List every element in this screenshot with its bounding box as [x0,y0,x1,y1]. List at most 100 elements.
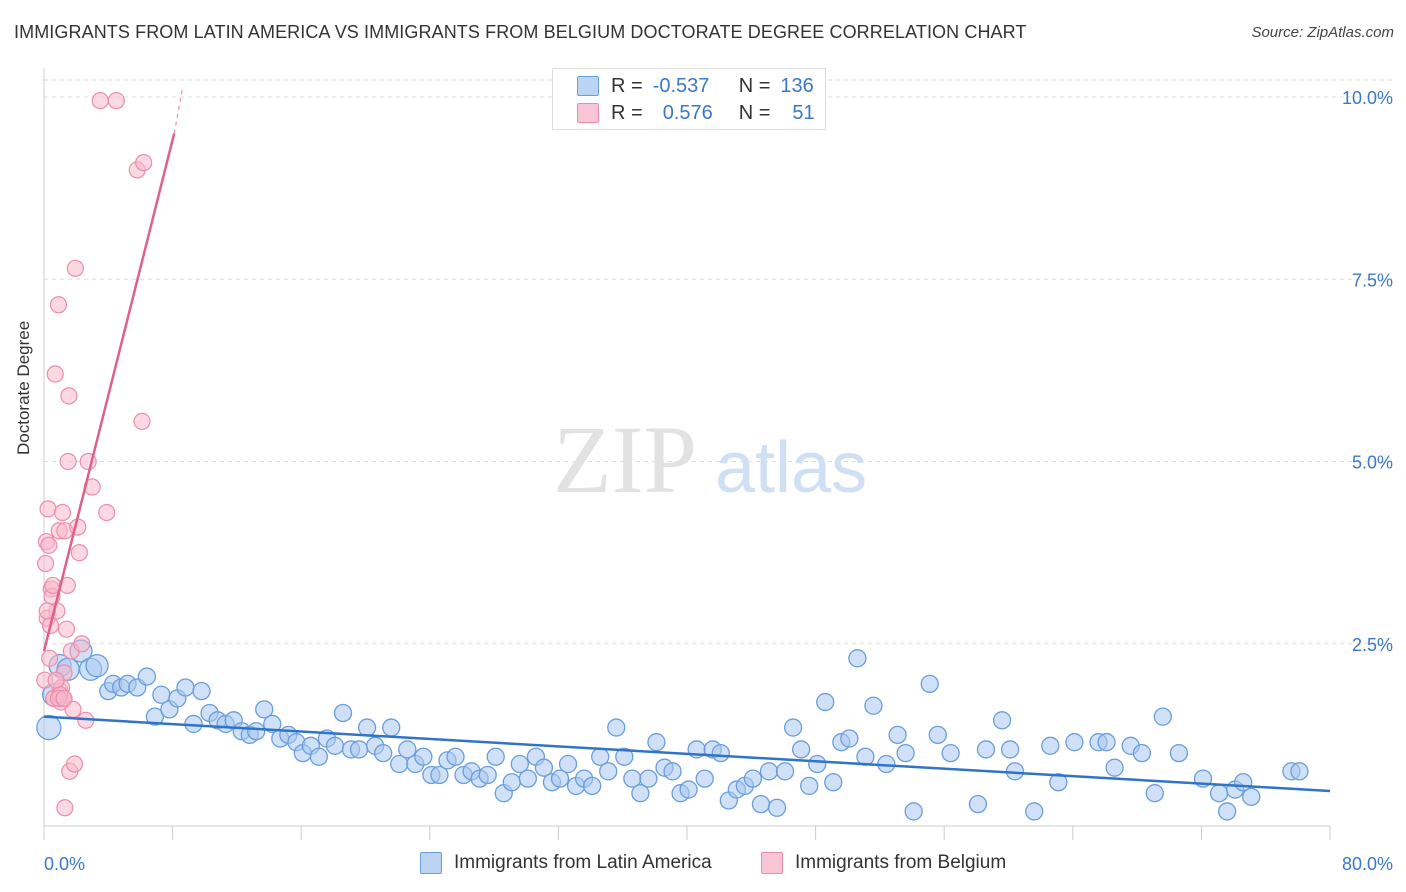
latin-america-point [145,707,165,726]
belgium-point [133,412,151,431]
latin-america-point [325,736,345,755]
latin-america-point [349,740,369,759]
latin-america-point [743,769,763,788]
latin-america-point [1049,773,1068,792]
stats-row-belgium: R = 0.576 N = 51 [553,100,815,126]
r-label: R = [611,101,643,124]
latin-america-point [639,769,658,788]
r-label: R = [611,74,643,97]
chart-title: IMMIGRANTS FROM LATIN AMERICA VS IMMIGRA… [14,22,1027,42]
belgium-point [46,365,64,383]
y-tick-label: 5.0% [1352,453,1393,473]
source-label: Source: ZipAtlas.com [1251,24,1394,41]
latin-america-point [85,653,109,678]
pink-swatch [577,103,599,123]
belgium-point [37,554,55,573]
latin-america-trend-line [43,715,1331,793]
latin-america-point [36,714,62,741]
latin-america-point [695,769,714,788]
latin-america-point [976,740,996,759]
latin-america-point [920,674,939,693]
belgium-point [65,755,84,773]
latin-america-point [309,747,329,766]
belgium-point [107,92,125,110]
n-value: 136 [780,74,814,97]
latin-america-point [357,718,377,737]
belgium-point [57,620,76,638]
latin-america-point [558,754,578,774]
belgium-point [40,536,58,554]
latin-america-point [679,780,698,799]
watermark-zip: ZIP [553,406,697,513]
n-label: N = [738,74,771,97]
watermark: ZIP atlas [553,406,867,513]
trend-lines [42,89,1331,793]
latin-america-point [192,681,211,701]
bottom-legend: Immigrants from Latin America Immigrants… [0,850,1406,878]
latin-america-point [1290,762,1309,781]
latin-america-point [333,703,353,723]
latin-america-point [888,725,907,745]
latin-america-point [864,696,883,715]
latin-america-point [176,678,195,697]
latin-america-point [137,667,157,686]
stats-row-latin-america: R = -0.537 N = 136 [553,73,814,99]
latin-america-point [534,758,554,777]
latin-america-point [1132,743,1152,763]
belgium-point [70,544,88,562]
latin-america-point [255,700,274,719]
latin-america-point [1041,736,1060,755]
latin-america-point [1169,743,1189,763]
latin-america-point [816,692,835,712]
latin-america-point [398,740,417,759]
latin-america-point [1242,787,1261,806]
stats-legend: R = -0.537 N = 136 R = 0.576 N = 51 [552,68,826,130]
latin-america-point [775,762,795,781]
r-value: -0.537 [652,74,710,97]
latin-america-point [647,733,666,752]
y-tick-label: 2.5% [1352,635,1393,655]
legend-label: Immigrants from Belgium [795,852,1007,873]
latin-america-point [896,743,915,763]
latin-america-point [783,718,803,737]
y-tick-label: 10.0% [1342,88,1393,108]
latin-america-point [808,754,827,774]
latin-america-point [446,747,465,766]
latin-america-point [510,754,529,774]
belgium-point [73,635,91,653]
blue-swatch [577,76,599,96]
belgium-point [59,452,77,471]
legend-item-belgium: Immigrants from Belgium [761,852,1006,874]
belgium-point [60,387,78,405]
x-tick-label-max: 80.0% [1342,854,1393,874]
n-label: N = [738,101,771,124]
legend-label: Immigrants from Latin America [454,852,712,873]
latin-america-point [478,765,497,785]
latin-america-point [1217,802,1237,821]
latin-america-point [711,743,730,763]
tick-labels: 2.5% 5.0% 7.5% 10.0% 0.0% 80.0% [44,88,1393,874]
latin-america-point [382,718,401,737]
belgium-point [56,799,74,817]
belgium-point [66,259,84,277]
blue-swatch [420,852,442,874]
latin-america-point [607,718,626,737]
latin-america-point [518,769,538,788]
latin-america-point [247,722,266,741]
latin-america-point [992,711,1012,730]
latin-america-point [583,776,602,796]
latin-america-point [904,802,923,821]
latin-america-point [1097,733,1116,752]
latin-america-points [36,639,1309,821]
latin-america-point [599,762,618,781]
latin-america-point [800,776,819,796]
belgium-trend-extension [173,89,183,134]
belgium-point [55,689,73,708]
latin-america-point [941,743,960,763]
latin-america-point [414,747,433,766]
latin-america-point [848,649,867,668]
latin-america-point [374,743,393,763]
latin-america-point [430,765,449,785]
latin-america-point [968,794,988,814]
latin-america-point [928,725,947,745]
